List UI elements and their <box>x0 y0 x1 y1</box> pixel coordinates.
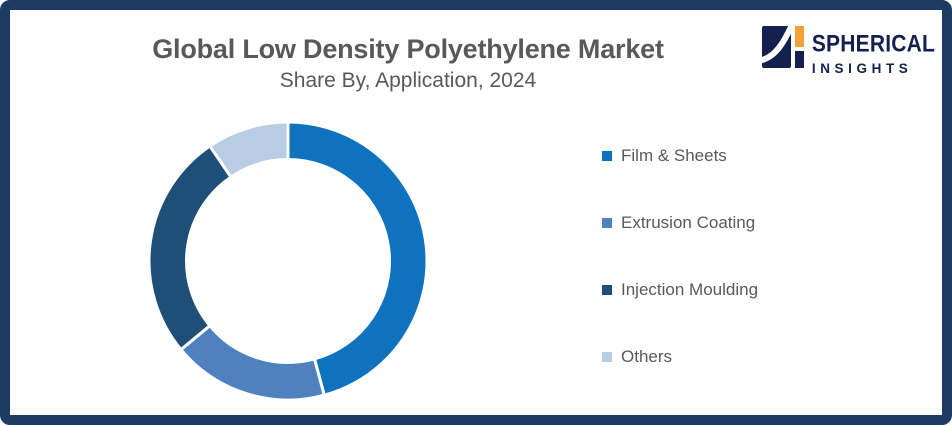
brand-wordmark: SPHERICAL INSIGHTS <box>812 25 935 76</box>
donut-chart <box>147 120 429 402</box>
spherical-insights-logo-icon <box>760 25 804 68</box>
legend-marker-icon <box>602 151 612 161</box>
legend-marker-icon <box>602 218 612 228</box>
legend-item: Extrusion Coating <box>602 208 758 238</box>
donut-segment-extrusion-coating <box>178 323 327 402</box>
donut-segment-injection-moulding <box>147 143 234 352</box>
legend-item: Injection Moulding <box>602 275 758 305</box>
legend-item: Film & Sheets <box>602 141 758 171</box>
donut-segment-others <box>207 120 290 180</box>
legend-item: Others <box>602 342 758 372</box>
legend-label: Others <box>621 347 673 366</box>
legend-label: Extrusion Coating <box>621 213 756 232</box>
donut-segment-film-sheets <box>286 120 429 398</box>
legend-label: Injection Moulding <box>621 280 759 299</box>
chart-legend: Film & Sheets Extrusion Coating Injection … <box>602 141 758 372</box>
chart-title: Global Low Density Polyethylene Market <box>152 34 664 64</box>
brand-logo: SPHERICAL INSIGHTS <box>760 25 935 76</box>
legend-marker-icon <box>602 352 612 362</box>
chart-subtitle: Share By, Application, 2024 <box>279 69 537 93</box>
brand-name-line1: SPHERICAL <box>811 30 935 58</box>
brand-name-line2: INSIGHTS <box>811 61 913 76</box>
legend-marker-icon <box>602 285 612 295</box>
legend-label: Film & Sheets <box>621 146 727 165</box>
chart-header: Global Low Density Polyethylene Market S… <box>58 34 758 92</box>
